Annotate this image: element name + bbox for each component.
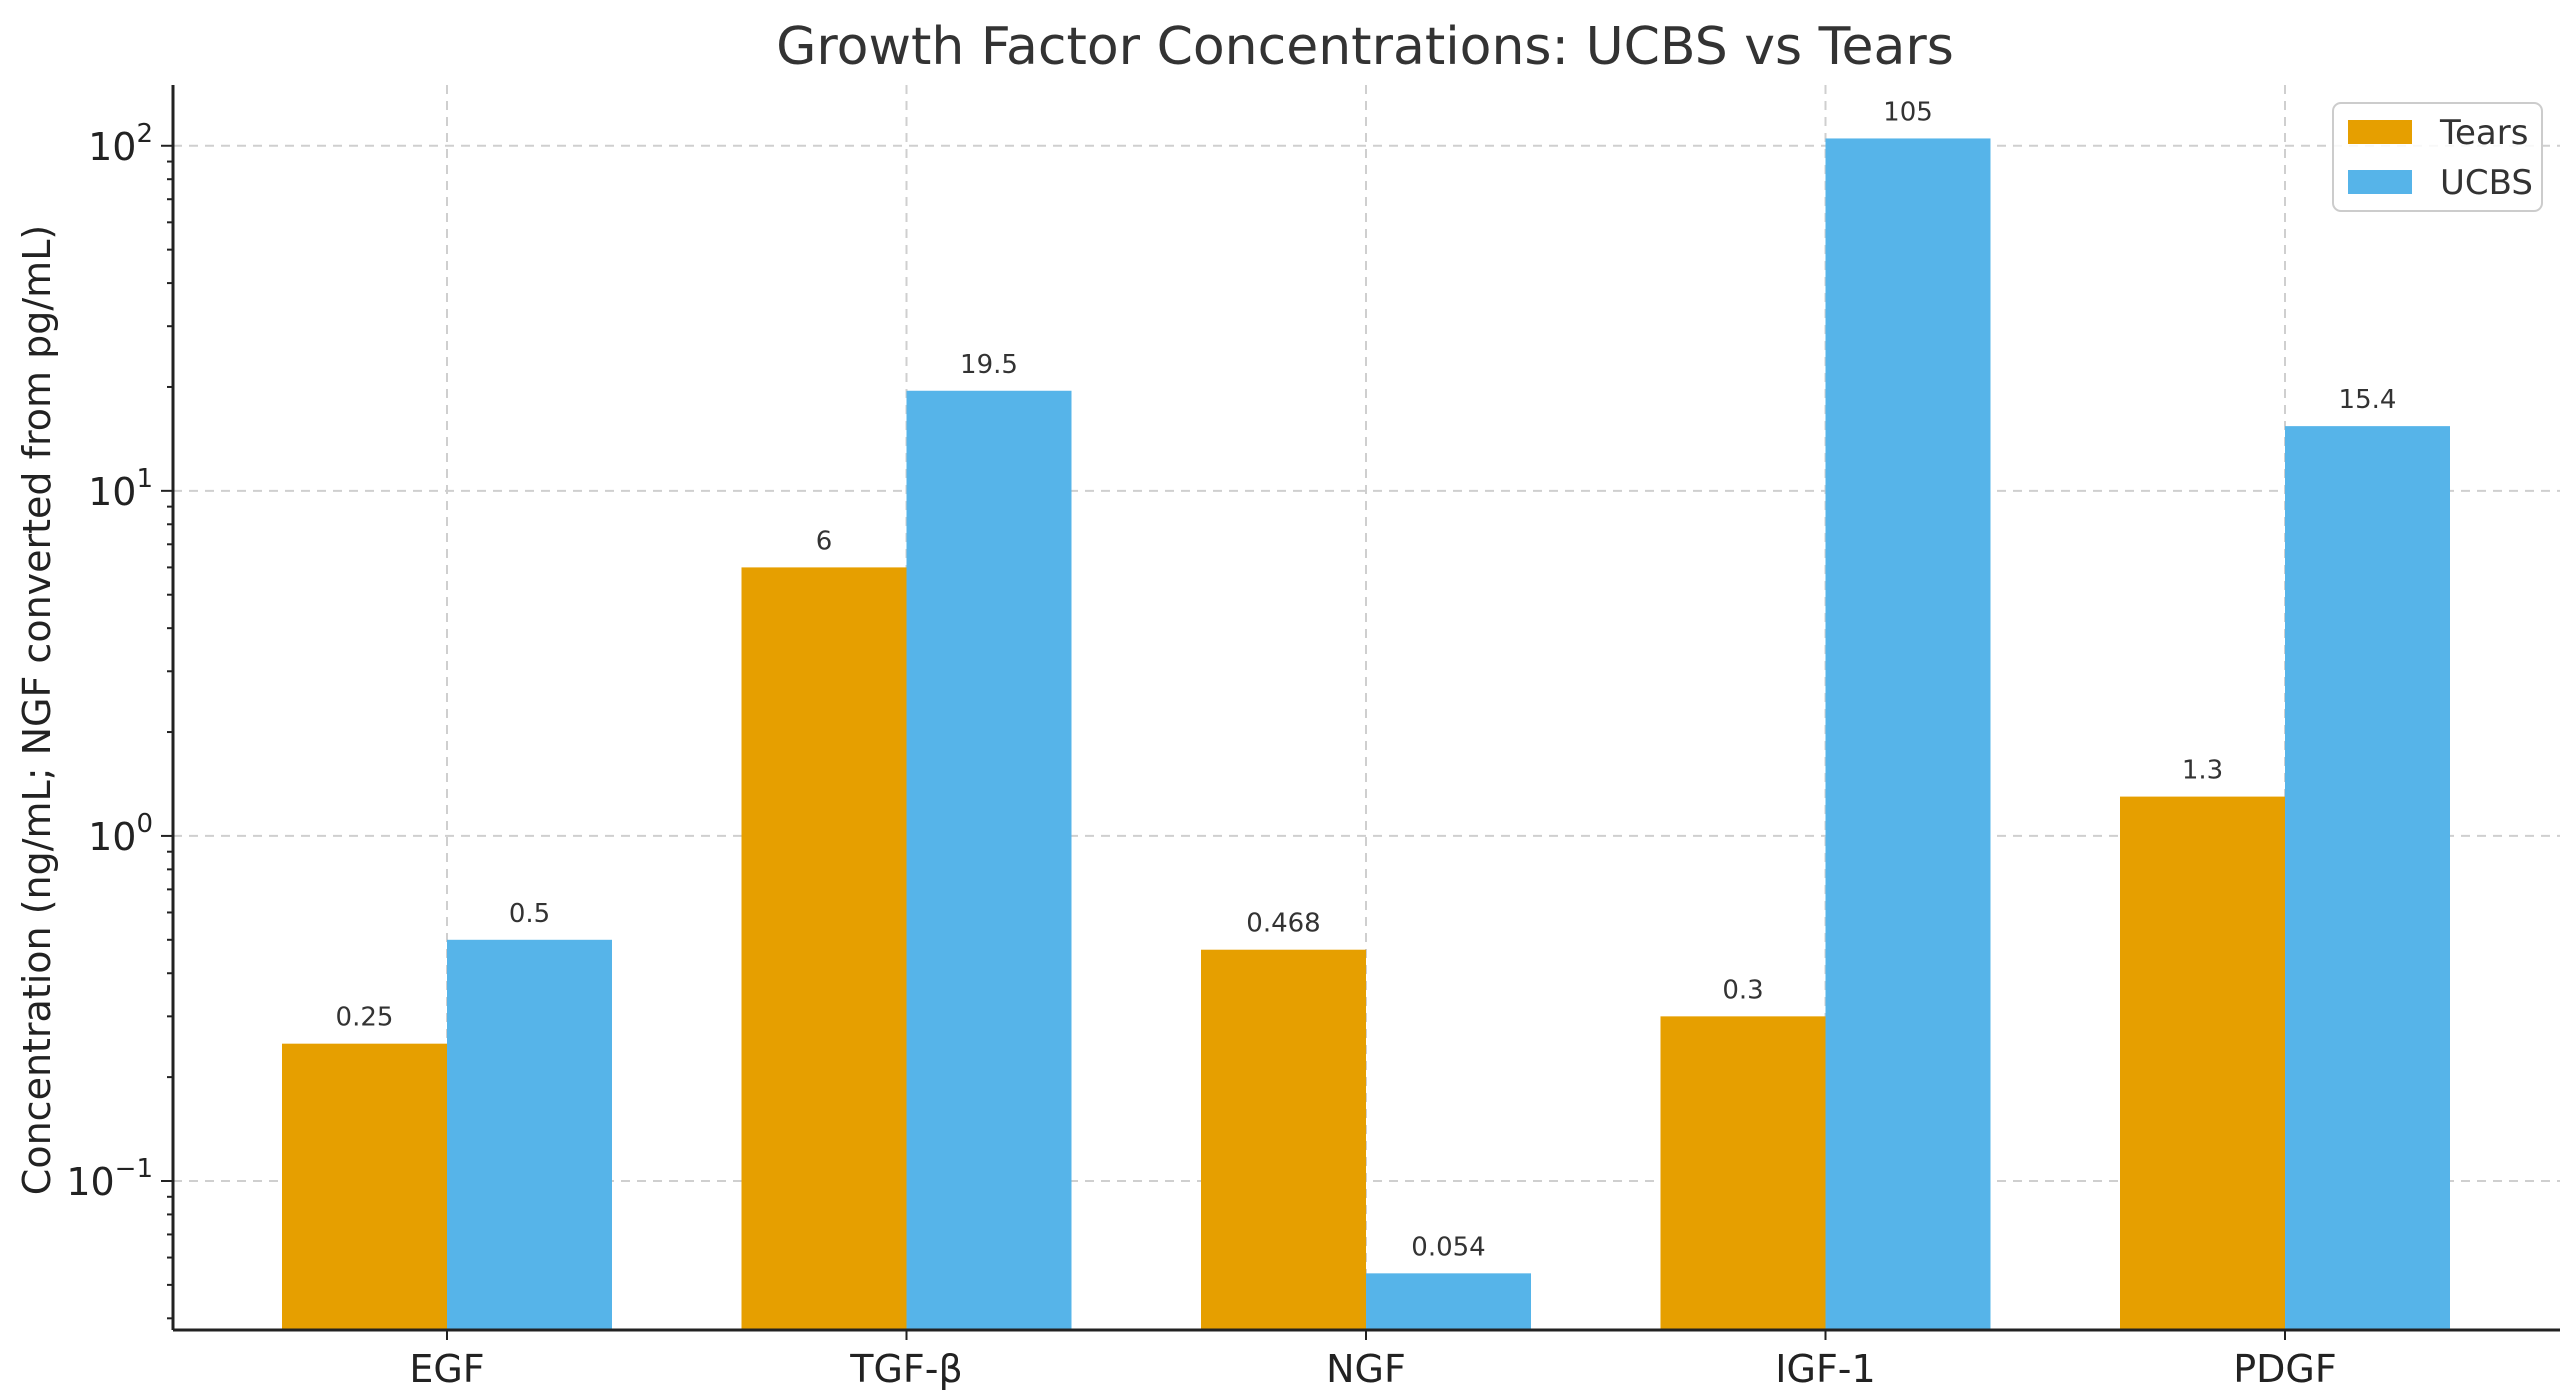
bar-tears-0 [282,1043,447,1330]
y-tick-label-3: 102 [88,119,153,169]
bar-ucbs-0 [447,939,612,1330]
data-label-ucbs-3: 105 [1883,97,1933,127]
data-label-ucbs-0: 0.5 [509,899,550,929]
data-label-ucbs-4: 15.4 [2339,385,2397,415]
bar-tears-4 [2120,796,2285,1330]
data-label-tears-2: 0.468 [1246,909,1320,939]
legend-swatch-tears [2348,120,2412,144]
tick-labels: EGF TGF-β NGF IGF-1 PDGF 10−1 100 101 102 [66,119,2336,1390]
y-axis-label: Concentration (ng/mL; NGF converted from… [15,225,59,1195]
x-tick-label-2: NGF [1326,1347,1406,1390]
legend-label-ucbs: UCBS [2440,163,2533,203]
data-label-tears-3: 0.3 [1722,975,1763,1005]
legend: Tears UCBS [2332,102,2543,212]
bar-tears-3 [1660,1016,1826,1330]
data-labels: 0.25 6 0.468 0.3 1.3 0.5 19.5 0.054 105 15.4 [336,97,2397,1262]
y-tick-label-2: 101 [88,464,153,514]
bar-tears-1 [741,567,907,1330]
bar-ucbs-2 [1366,1273,1531,1330]
legend-label-tears: Tears [2439,113,2528,153]
bar-tears-2 [1201,949,1366,1330]
data-label-ucbs-2: 0.054 [1411,1232,1485,1262]
bar-ucbs-4 [2285,426,2450,1330]
x-tick-label-1: TGF-β [849,1347,962,1390]
data-label-ucbs-1: 19.5 [960,350,1018,380]
legend-swatch-ucbs [2348,170,2412,194]
bar-ucbs-1 [906,390,1072,1331]
data-label-tears-0: 0.25 [336,1003,394,1033]
data-label-tears-4: 1.3 [2182,756,2223,786]
x-tick-label-0: EGF [409,1347,484,1390]
y-tick-label-0: 10−1 [66,1154,153,1204]
bars [282,138,2450,1331]
bar-ucbs-3 [1825,138,1991,1330]
y-tick-label-1: 100 [88,809,153,859]
x-tick-label-4: PDGF [2233,1347,2336,1390]
chart-title: Growth Factor Concentrations: UCBS vs Te… [776,17,1954,77]
x-tick-label-3: IGF-1 [1775,1347,1875,1390]
data-label-tears-1: 6 [816,526,833,556]
